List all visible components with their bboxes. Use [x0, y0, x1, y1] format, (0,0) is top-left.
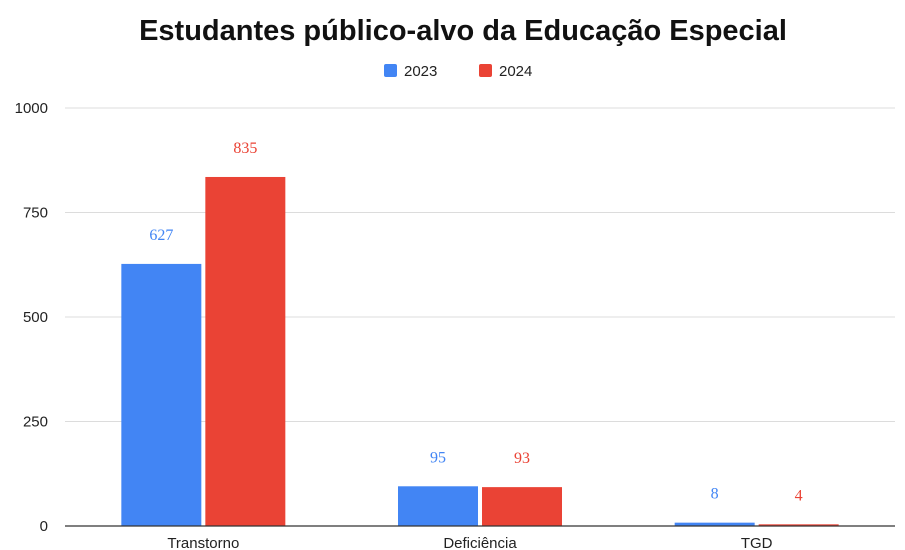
bar-2024-tgd	[758, 524, 839, 526]
y-tick-label: 250	[23, 414, 48, 431]
bar-2024-deficiência	[482, 487, 562, 526]
y-tick-label: 750	[23, 205, 48, 222]
gridlines	[65, 107, 895, 422]
legend-label-2024: 2024	[499, 63, 532, 80]
legend-item-2024: 2024	[479, 63, 532, 80]
data-labels: 627 835 95 93 8 4	[149, 140, 802, 504]
y-axis: 0 250 500 750 1000	[15, 100, 48, 535]
x-axis: Transtorno Deficiência TGD	[167, 535, 772, 550]
legend-item-2023: 2023	[384, 63, 437, 80]
data-label-2023-transtorno: 627	[149, 227, 173, 244]
y-tick-label: 0	[40, 518, 48, 535]
y-tick-label: 1000	[15, 100, 48, 117]
data-label-2024-deficiência: 93	[514, 450, 530, 467]
chart-title: Estudantes público-alvo da Educação Espe…	[139, 15, 787, 47]
bar-2023-tgd	[674, 522, 755, 526]
data-label-2024-transtorno: 835	[233, 140, 257, 157]
bars	[121, 176, 839, 526]
bar-2023-transtorno	[121, 263, 202, 526]
y-tick-label: 500	[23, 309, 48, 326]
data-label-2023-tgd: 8	[711, 486, 719, 503]
legend-swatch-2023	[384, 64, 397, 77]
legend: 2023 2024	[384, 63, 532, 80]
bar-2024-transtorno	[205, 176, 286, 526]
bar-2023-deficiência	[398, 486, 478, 526]
legend-swatch-2024	[479, 64, 492, 77]
legend-label-2023: 2023	[404, 63, 437, 80]
x-category-label: TGD	[741, 535, 773, 550]
data-label-2023-deficiência: 95	[430, 449, 446, 466]
x-category-label: Deficiência	[443, 535, 517, 550]
data-label-2024-tgd: 4	[795, 487, 803, 504]
x-category-label: Transtorno	[167, 535, 239, 550]
